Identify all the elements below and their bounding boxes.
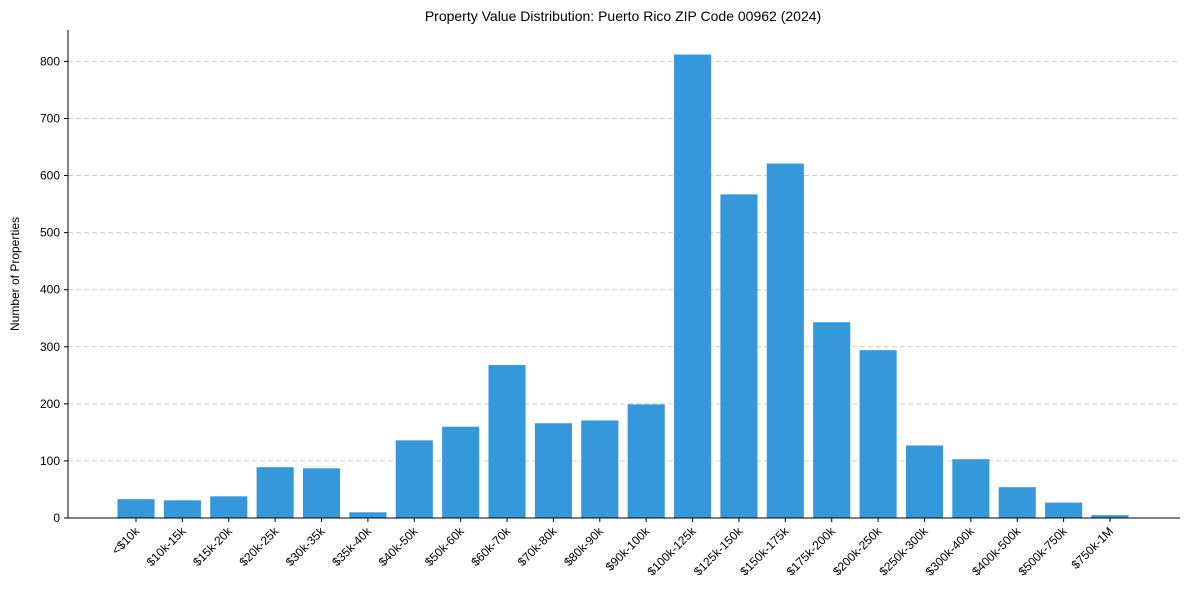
bar <box>674 54 712 518</box>
bar <box>163 500 201 518</box>
x-tick-label: $10k-15k <box>144 524 190 570</box>
bar <box>488 365 526 518</box>
y-tick-label: 800 <box>40 54 60 68</box>
x-tick-label: $35k-40k <box>329 524 375 570</box>
axes <box>67 30 1180 519</box>
x-tick-label: $40k-50k <box>376 524 422 570</box>
y-tick-label: 600 <box>40 169 60 183</box>
bar <box>1045 502 1083 518</box>
x-tick-label: $20k-25k <box>236 524 282 570</box>
y-tick-label: 300 <box>40 340 60 354</box>
bar <box>813 322 851 518</box>
y-ticks: 0 100 200 300 400 500 600 700 800 <box>40 54 68 525</box>
y-tick-label: 200 <box>40 397 60 411</box>
x-tick-label: $80k-90k <box>561 524 607 570</box>
bars <box>117 54 1129 518</box>
x-tick-label: $70k-80k <box>515 524 561 570</box>
x-tick-label: <$10k <box>109 524 143 558</box>
bar <box>859 350 897 518</box>
bar <box>534 423 572 518</box>
y-tick-label: 400 <box>40 283 60 297</box>
bar <box>302 468 341 518</box>
bar <box>442 426 480 518</box>
y-tick-label: 100 <box>40 454 60 468</box>
bar <box>998 487 1036 518</box>
x-ticks: <$10k $10k-15k $15k-20k $20k-25k $30k-35k $35… <box>109 518 1116 578</box>
y-tick-label: 700 <box>40 111 60 125</box>
y-tick-label: 0 <box>53 511 60 525</box>
bar <box>905 445 944 518</box>
chart-title: Property Value Distribution: Puerto Rico… <box>425 8 821 24</box>
bar <box>256 467 294 518</box>
x-tick-label: $750k-1M <box>1068 524 1116 572</box>
bar <box>581 420 619 518</box>
gridlines <box>68 60 1180 462</box>
x-tick-label: $50k-60k <box>422 524 468 570</box>
y-tick-label: 500 <box>40 226 60 240</box>
x-tick-label: $500k-750k <box>1015 524 1070 579</box>
bar <box>117 499 155 518</box>
y-axis-label: Number of Properties <box>8 217 22 331</box>
x-tick-label: $30k-35k <box>283 524 329 570</box>
bar <box>627 404 665 518</box>
bar <box>766 163 804 518</box>
bar <box>210 496 248 518</box>
bar <box>349 512 387 518</box>
bar <box>395 440 433 518</box>
x-tick-label: $60k-70k <box>468 524 514 570</box>
bar <box>952 459 990 518</box>
bar <box>720 194 758 518</box>
bar <box>1091 515 1129 518</box>
x-tick-label: $15k-20k <box>190 524 236 570</box>
